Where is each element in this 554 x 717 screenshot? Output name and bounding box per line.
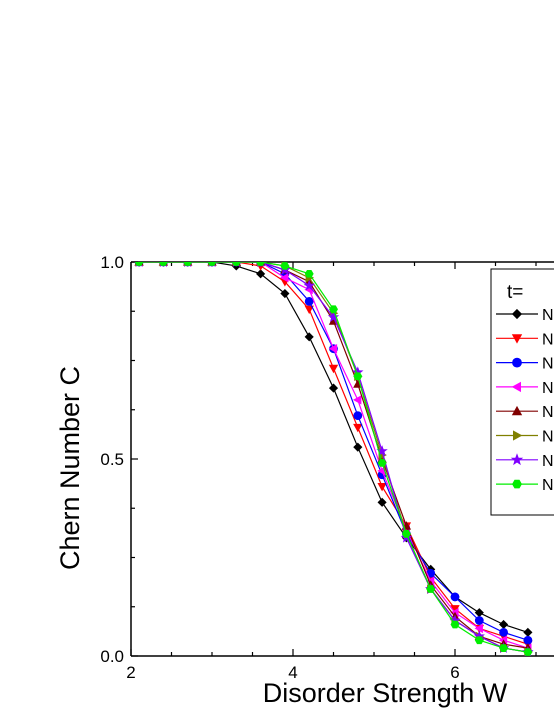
data-point — [474, 608, 484, 618]
data-point — [450, 620, 460, 629]
data-point — [353, 423, 363, 433]
data-point — [134, 262, 144, 266]
data-point — [474, 636, 484, 645]
data-point — [328, 344, 338, 354]
data-point — [499, 644, 509, 652]
data-point — [256, 262, 266, 266]
legend-marker — [513, 430, 523, 441]
data-point — [352, 395, 362, 405]
data-point — [207, 262, 217, 266]
data-point — [523, 627, 533, 637]
data-point — [329, 305, 338, 314]
legend-marker — [511, 334, 523, 344]
x-tick-label: 6 — [450, 663, 459, 682]
y-axis-title: Chern Number C — [55, 366, 85, 570]
legend-title: t= — [507, 282, 523, 303]
data-point — [426, 585, 436, 593]
data-point — [183, 262, 193, 266]
data-point — [377, 497, 387, 507]
data-point — [280, 273, 289, 283]
legend-label: N — [542, 356, 554, 373]
legend-label: N — [542, 453, 554, 470]
legend-marker — [510, 453, 524, 466]
data-point — [474, 616, 484, 625]
data-point — [353, 442, 363, 452]
data-point — [303, 279, 315, 291]
legend-label: N — [542, 380, 554, 397]
y-tick-label: 1.0 — [100, 253, 124, 272]
legend-marker — [511, 308, 523, 320]
data-point — [304, 296, 314, 306]
data-point — [158, 262, 168, 266]
data-point — [327, 311, 340, 322]
legend-marker — [511, 405, 523, 416]
legend-marker — [512, 357, 522, 368]
series-7 — [135, 262, 534, 656]
data-point — [280, 288, 290, 299]
data-point — [353, 411, 363, 421]
data-point — [499, 619, 509, 630]
data-point — [499, 627, 509, 637]
data-point — [328, 364, 339, 374]
data-point — [280, 262, 290, 270]
data-point — [256, 269, 266, 279]
data-point — [304, 305, 314, 315]
data-point — [231, 262, 241, 266]
data-point — [401, 530, 411, 538]
legend-label: N — [542, 307, 554, 324]
y-tick-label: 0.5 — [100, 450, 124, 469]
data-point — [450, 592, 460, 602]
y-tick-label: 0.0 — [100, 647, 124, 666]
data-point — [377, 482, 387, 492]
data-point — [523, 648, 533, 656]
legend-label: N — [542, 477, 554, 494]
x-tick-label: 2 — [126, 663, 135, 682]
data-point — [304, 332, 314, 342]
x-tick-label: 4 — [288, 663, 297, 682]
legend-label: N — [542, 429, 554, 446]
legend-box — [490, 268, 554, 516]
series-8 — [134, 262, 533, 656]
data-point — [353, 372, 363, 381]
x-axis-title: Disorder Strength W — [263, 678, 508, 708]
data-point — [523, 635, 533, 645]
legend-label: N — [542, 404, 554, 421]
data-point — [474, 623, 483, 634]
data-point — [304, 269, 314, 278]
legend-marker — [511, 381, 521, 393]
data-point — [328, 383, 339, 393]
legend-marker — [512, 479, 522, 489]
legend-label: N — [542, 331, 554, 348]
data-point — [377, 459, 387, 467]
